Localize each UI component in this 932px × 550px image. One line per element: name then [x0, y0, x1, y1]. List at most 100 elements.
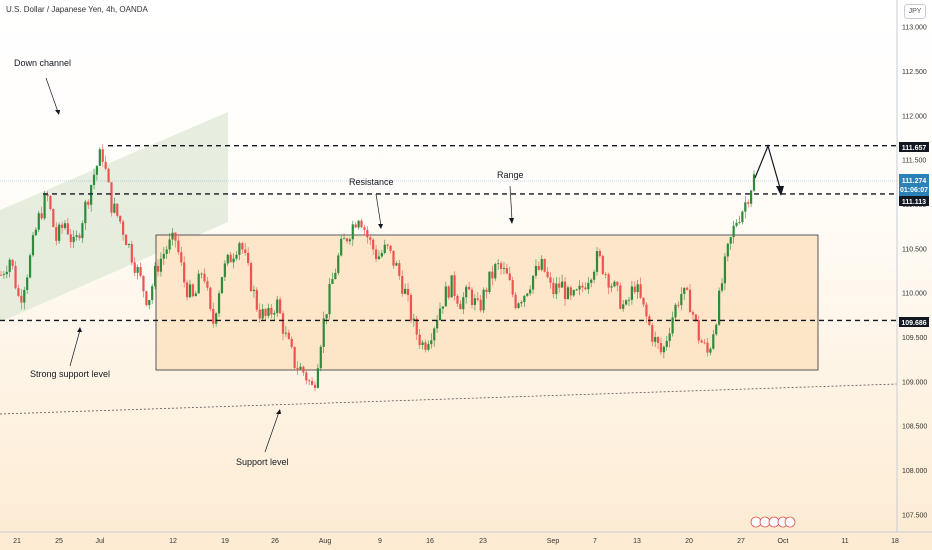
candle: [386, 243, 389, 249]
candle: [534, 259, 538, 279]
candle: [569, 285, 572, 301]
candle: [142, 275, 145, 298]
candle: [183, 256, 186, 288]
candle: [636, 279, 639, 299]
candle: [441, 306, 445, 314]
candle: [668, 327, 671, 348]
candle: [706, 337, 709, 357]
annotation-resistance: Resistance: [349, 177, 394, 187]
candle: [249, 261, 253, 292]
price-tick-label: 113.000: [902, 25, 927, 32]
candle: [723, 253, 727, 291]
price-axis: 113.000112.500112.000111.500111.000110.5…: [902, 25, 927, 520]
candle: [462, 292, 465, 315]
candle: [119, 215, 122, 225]
arrowhead-down-channel: [55, 110, 60, 115]
candle: [467, 281, 471, 290]
candle: [26, 274, 29, 294]
candle: [252, 285, 256, 298]
candle: [55, 222, 58, 246]
candle: [595, 247, 599, 276]
candle: [340, 234, 343, 257]
candle: [497, 259, 500, 270]
candle: [651, 322, 654, 347]
candle: [502, 262, 506, 275]
candle: [247, 247, 250, 266]
candle: [325, 314, 328, 325]
time-axis: 21 25 Jul 12 19 26 Aug 9 16 23 Sep 7 13 20 27 Oct 11 18: [13, 538, 899, 545]
candle: [0, 270, 3, 276]
candle: [11, 259, 14, 270]
candle: [197, 270, 200, 294]
candle-series: [0, 144, 756, 392]
candle: [52, 208, 55, 228]
candle: [581, 282, 584, 293]
candle: [729, 236, 732, 250]
candle: [87, 199, 90, 209]
arrowhead-resistance: [378, 224, 383, 229]
candle: [450, 275, 453, 298]
candle: [444, 281, 447, 307]
candle: [546, 267, 549, 279]
candle: [406, 283, 410, 302]
annotation-down-channel: Down channel: [14, 58, 71, 68]
candle: [122, 219, 125, 241]
time-tick-label: 19: [221, 538, 229, 545]
candle: [377, 250, 381, 260]
candle: [43, 190, 46, 221]
price-tick-label: 108.500: [902, 424, 927, 431]
candle: [331, 272, 334, 285]
annotation-arrow-support: [264, 411, 280, 453]
time-tick-label: 27: [737, 538, 745, 545]
candle: [392, 250, 395, 269]
candle: [566, 285, 570, 300]
candle: [508, 266, 511, 281]
candle: [191, 283, 194, 298]
level-badge-109686-text: 109.686: [901, 320, 926, 327]
time-tick-label: 23: [479, 538, 487, 545]
forecast-arrowhead: [776, 186, 784, 196]
candle: [616, 281, 619, 292]
candle: [584, 282, 587, 291]
candle: [206, 277, 209, 291]
candle: [185, 279, 189, 301]
candle: [28, 253, 32, 279]
candle: [313, 381, 317, 392]
candle: [374, 245, 378, 263]
candle: [37, 210, 40, 233]
candle: [302, 365, 305, 376]
candle: [220, 276, 224, 294]
candle: [136, 264, 139, 280]
time-tick-label: 9: [378, 538, 382, 545]
candle: [244, 242, 247, 256]
candle: [424, 339, 427, 353]
candle: [511, 276, 514, 298]
candle: [505, 263, 508, 274]
price-tick-label: 110.500: [902, 246, 927, 253]
candle: [78, 232, 81, 241]
candle: [177, 235, 180, 255]
time-tick-label: 26: [271, 538, 279, 545]
candle: [499, 261, 503, 275]
candle: [90, 184, 93, 212]
candle: [153, 262, 157, 290]
candle: [619, 282, 622, 310]
candle: [747, 199, 750, 208]
candle: [209, 286, 212, 312]
candle: [342, 233, 346, 240]
candle: [354, 221, 357, 229]
candle: [738, 215, 741, 225]
candle: [267, 303, 270, 319]
candle: [174, 232, 177, 248]
candle: [622, 299, 625, 312]
countdown-timer-text: 01:06:07: [900, 187, 928, 194]
candle: [351, 220, 354, 247]
candle: [494, 262, 497, 281]
candle: [369, 234, 372, 245]
currency-badge[interactable]: JPY: [904, 4, 926, 19]
candle: [212, 302, 215, 328]
economic-event-icons: [750, 516, 796, 528]
candle: [203, 268, 206, 284]
candle: [453, 271, 456, 301]
candle: [752, 170, 756, 192]
